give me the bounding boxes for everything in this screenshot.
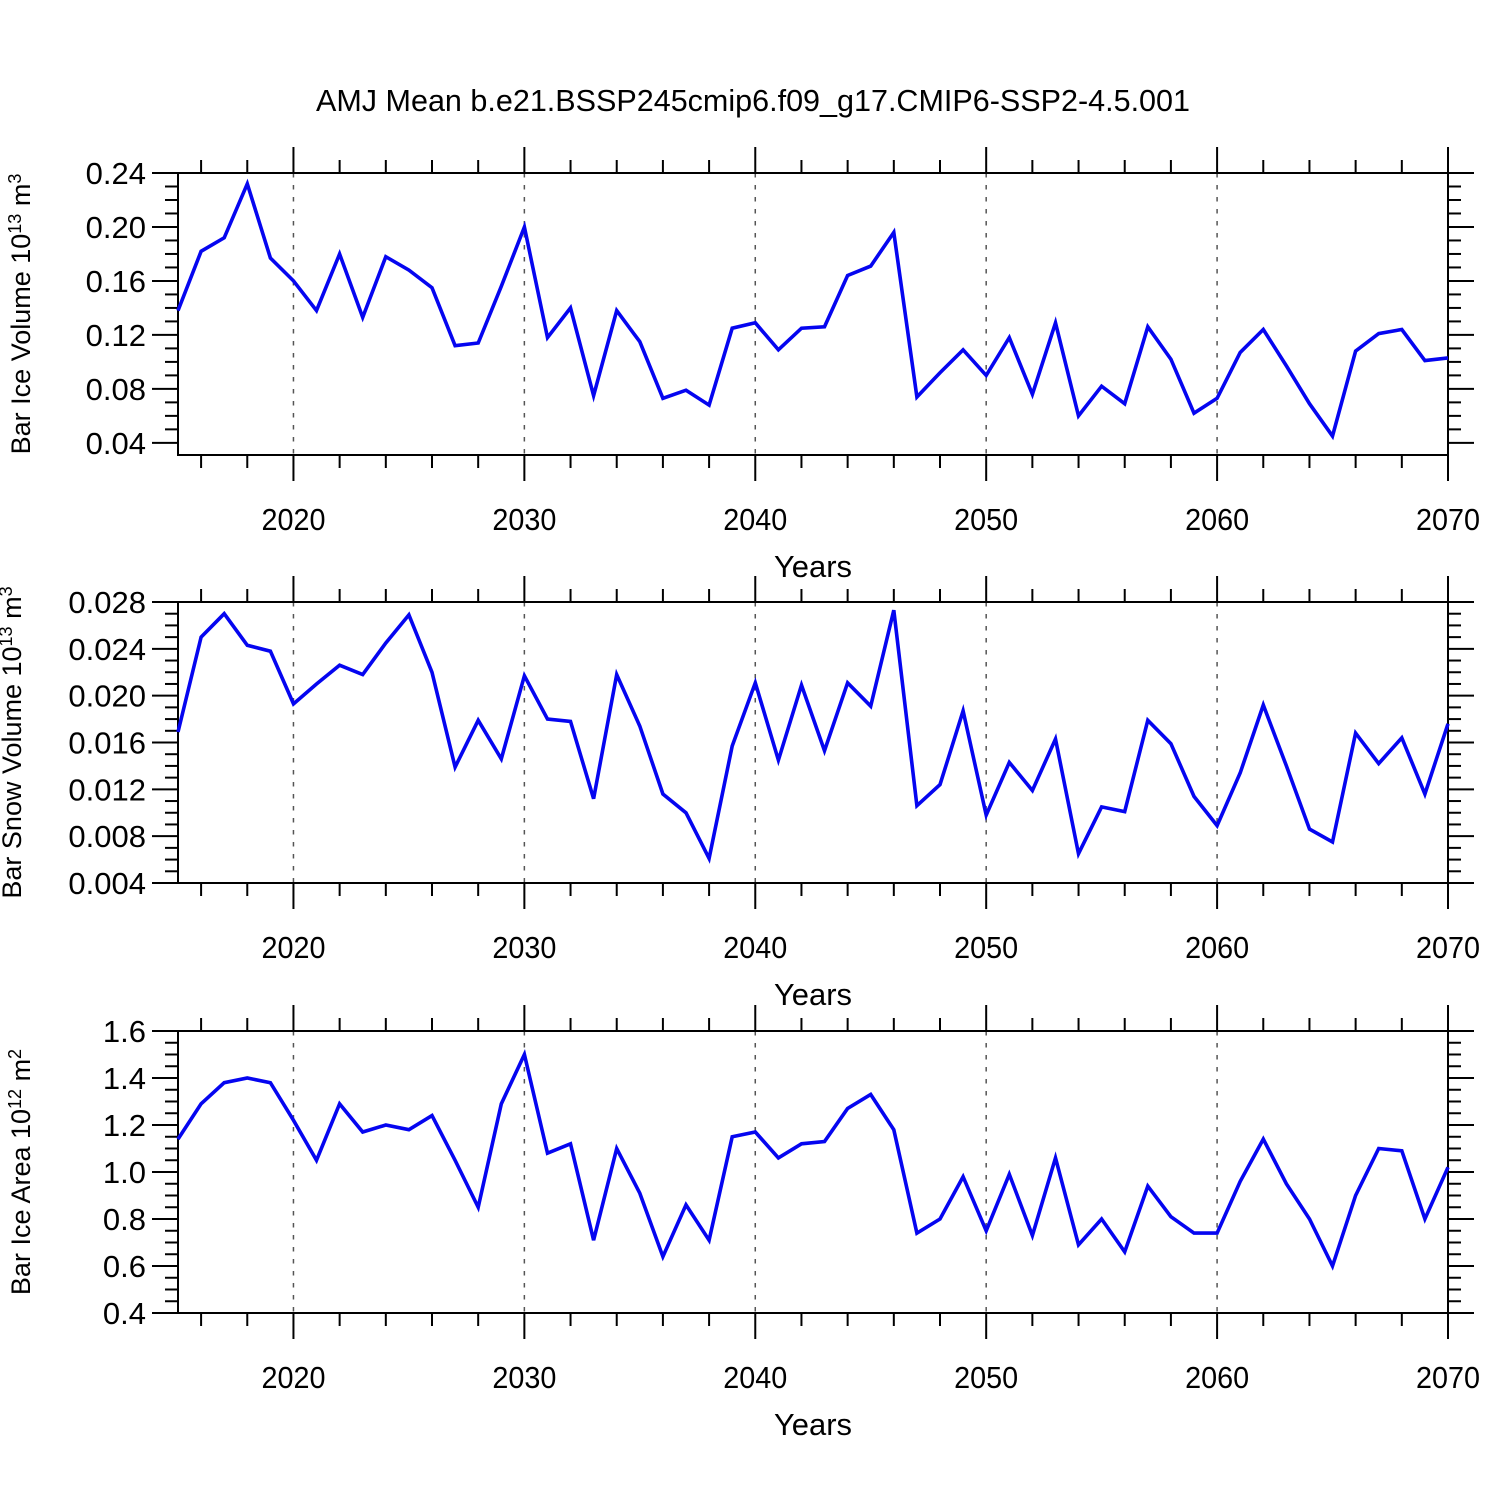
ice-area-ytick-label: 1.2 bbox=[103, 1108, 146, 1143]
ice-volume-xtick-label: 2020 bbox=[261, 502, 325, 537]
snow-volume-ytick-label: 0.024 bbox=[68, 632, 146, 667]
ice-volume-xtick-label: 2070 bbox=[1416, 502, 1480, 537]
ice-volume-ytick-label: 0.16 bbox=[86, 264, 146, 299]
ice-volume-xtick-label: 2050 bbox=[954, 502, 1018, 537]
snow-volume-line bbox=[176, 609, 1450, 864]
ice-volume-xlabel: Years bbox=[774, 549, 852, 584]
ice-volume-line bbox=[176, 178, 1449, 441]
panel-snow-volume: 0.004 0.008 0.012 0.016 0.020 0.024 0.028 2020 2… bbox=[0, 576, 1480, 1012]
snow-volume-xtick-label: 2050 bbox=[954, 930, 1018, 965]
ice-area-ytick-label: 0.6 bbox=[103, 1249, 146, 1284]
panel-ice-area: 0.4 0.6 0.8 1.0 1.2 1.4 1.6 2020 2030 2040 2050 206… bbox=[5, 1005, 1480, 1442]
plot-title: AMJ Mean b.e21.BSSP245cmip6.f09_g17.CMIP… bbox=[316, 83, 1190, 118]
ice-volume-xtick-label: 2040 bbox=[723, 502, 787, 537]
snow-volume-ytick-label: 0.012 bbox=[68, 772, 146, 807]
snow-volume-xtick-label: 2020 bbox=[261, 930, 325, 965]
panels-root: 0.04 0.08 0.12 0.16 0.20 0.24 2020 2030 2040 2050… bbox=[0, 147, 1480, 1442]
ice-volume-ytick-label: 0.12 bbox=[86, 318, 146, 353]
ice-area-xtick-label: 2040 bbox=[723, 1360, 787, 1395]
ice-area-ytick-label: 0.8 bbox=[103, 1202, 146, 1237]
snow-volume-ytick-label: 0.016 bbox=[68, 726, 146, 761]
ice-volume-xtick-label: 2060 bbox=[1185, 502, 1249, 537]
ice-area-xtick-label: 2050 bbox=[954, 1360, 1018, 1395]
snow-volume-ytick-label: 0.020 bbox=[68, 679, 146, 714]
ice-volume-ytick-label: 0.20 bbox=[86, 210, 146, 245]
snow-volume-ylabel: Bar Snow Volume 1013 m3 bbox=[0, 586, 27, 898]
ice-area-xlabel: Years bbox=[774, 1407, 852, 1442]
snow-volume-xlabel: Years bbox=[774, 977, 852, 1012]
ice-volume-ytick-label: 0.04 bbox=[86, 426, 146, 461]
ice-area-xtick-label: 2060 bbox=[1185, 1360, 1249, 1395]
ice-area-xtick-label: 2070 bbox=[1416, 1360, 1480, 1395]
snow-volume-ytick-label: 0.028 bbox=[68, 585, 146, 620]
snow-volume-xtick-label: 2070 bbox=[1416, 930, 1480, 965]
snow-volume-xtick-label: 2030 bbox=[492, 930, 556, 965]
ice-volume-ytick-label: 0.08 bbox=[86, 372, 146, 407]
ice-volume-ylabel: Bar Ice Volume 1013 m3 bbox=[5, 174, 36, 455]
ice-area-ylabel: Bar Ice Area 1012 m2 bbox=[5, 1049, 36, 1295]
ice-area-xtick-label: 2030 bbox=[492, 1360, 556, 1395]
snow-volume-ytick-label: 0.008 bbox=[68, 819, 146, 854]
ice-volume-frame bbox=[177, 172, 1449, 456]
ice-area-xtick-label: 2020 bbox=[261, 1360, 325, 1395]
ice-area-ticks bbox=[152, 1005, 1474, 1339]
ice-volume-xtick-label: 2030 bbox=[492, 502, 556, 537]
ice-area-ytick-label: 1.4 bbox=[103, 1061, 146, 1096]
snow-volume-xtick-label: 2060 bbox=[1185, 930, 1249, 965]
ice-area-ytick-label: 0.4 bbox=[103, 1296, 146, 1331]
ice-area-ytick-label: 1.6 bbox=[103, 1014, 146, 1049]
snow-volume-frame bbox=[177, 601, 1449, 884]
snow-volume-ytick-label: 0.004 bbox=[68, 866, 146, 901]
snow-volume-xtick-label: 2040 bbox=[723, 930, 787, 965]
ice-volume-ytick-label: 0.24 bbox=[86, 156, 146, 191]
ice-area-line bbox=[176, 1049, 1450, 1271]
ice-area-ytick-label: 1.0 bbox=[103, 1155, 146, 1190]
ice-volume-ticks bbox=[152, 147, 1474, 481]
ice-area-frame bbox=[177, 1030, 1449, 1314]
panel-ice-volume: 0.04 0.08 0.12 0.16 0.20 0.24 2020 2030 2040 2050… bbox=[5, 147, 1480, 584]
snow-volume-ticks bbox=[152, 576, 1474, 909]
